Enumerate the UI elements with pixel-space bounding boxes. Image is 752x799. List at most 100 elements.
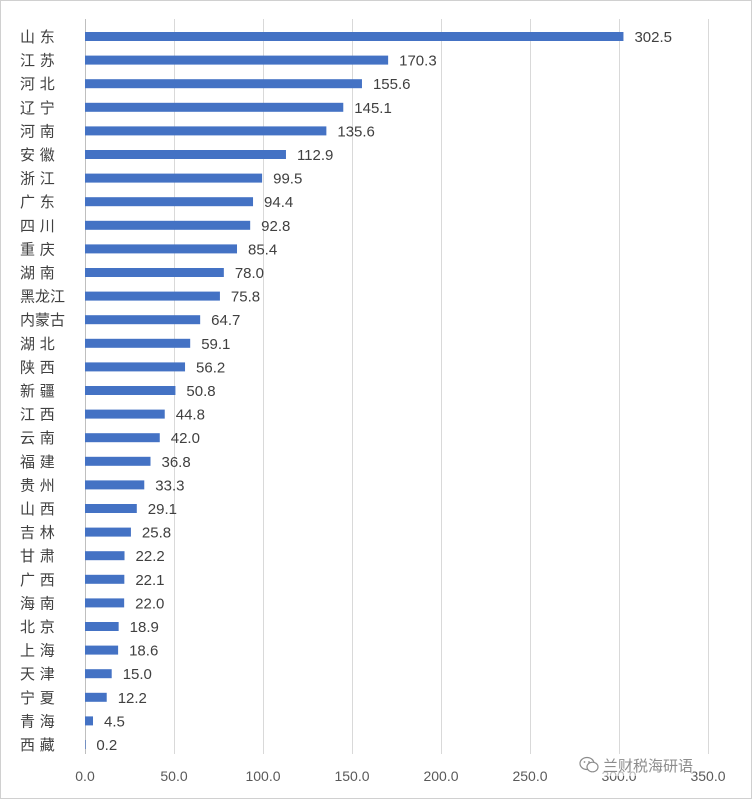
bar [85,574,125,584]
category-label: 内蒙古 [20,311,65,329]
gridlines [85,19,709,754]
data-label: 75.8 [231,289,260,306]
bar [85,622,119,631]
bar [85,102,344,112]
data-label: 56.2 [196,359,225,376]
data-label: 78.0 [235,265,264,282]
data-label: 155.6 [373,76,411,93]
bar [85,268,224,277]
bar [85,480,145,490]
bar [85,669,112,679]
bar [85,150,286,159]
category-label: 陕 西 [20,358,55,376]
data-label: 4.5 [104,713,125,730]
bar [85,244,238,254]
data-label: 36.8 [162,454,191,471]
category-label: 河 南 [20,122,55,140]
category-label: 新 疆 [20,382,55,400]
category-label: 福 建 [20,453,55,471]
bar [85,55,389,65]
bar [85,456,151,466]
category-label: 北 京 [20,618,55,636]
bar [85,386,176,395]
data-label: 50.8 [186,383,215,400]
data-label: 94.4 [264,194,293,211]
data-label: 44.8 [176,407,205,424]
category-label: 山 东 [20,28,55,46]
data-label: 112.9 [297,147,333,164]
x-tick-label: 50.0 [160,768,187,784]
data-label: 85.4 [248,241,277,258]
x-tick-label: 100.0 [245,768,280,784]
bar [85,362,186,372]
category-label: 青 海 [20,712,55,730]
bar [85,504,137,513]
data-label: 15.0 [123,666,152,683]
watermark: 兰财税海研语 [579,754,694,776]
category-label: 贵 州 [20,476,55,494]
category-label: 天 津 [20,665,55,683]
x-tick-label: 150.0 [334,768,369,784]
x-tick-label: 350.0 [690,768,725,784]
data-label: 22.0 [135,595,164,612]
bar [85,551,125,561]
data-label: 25.8 [142,525,171,542]
data-label: 64.7 [211,312,240,329]
x-tick-label: 250.0 [512,768,547,784]
data-label: 99.5 [273,171,302,188]
category-label: 江 苏 [20,52,55,70]
bar [85,126,327,136]
bar [85,197,254,207]
data-label: 92.8 [261,218,290,235]
data-label: 18.9 [130,619,159,636]
data-label: 145.1 [354,100,392,117]
category-label: 浙 江 [20,170,55,188]
bar [85,32,624,41]
category-label: 四 川 [20,217,55,235]
category-label: 上 海 [20,642,55,660]
bar [85,598,125,608]
category-label: 西 藏 [20,736,55,754]
data-label: 302.5 [634,29,672,46]
data-label: 0.2 [96,737,117,754]
bars [85,32,624,749]
bar [85,173,263,183]
category-label: 黑龙江 [20,288,65,306]
x-tick-label: 200.0 [423,768,458,784]
data-label: 22.1 [135,572,164,589]
data-label: 33.3 [155,477,184,494]
bar [85,692,107,702]
category-label: 湖 北 [20,335,55,353]
bar [85,527,131,537]
category-label: 甘 肃 [20,547,55,565]
data-label: 18.6 [129,643,158,660]
category-label: 广 东 [20,193,55,211]
category-label: 山 西 [20,500,55,518]
bar [85,645,119,655]
category-label: 云 南 [20,429,55,447]
bar [85,409,165,419]
category-label: 海 南 [20,594,55,612]
bar [85,79,362,89]
bar [85,220,251,230]
category-label: 宁 夏 [20,689,55,707]
data-label: 135.6 [337,123,375,140]
watermark-text: 兰财税海研语 [603,756,694,775]
bar [85,315,201,325]
data-label: 59.1 [201,336,230,353]
category-label: 重 庆 [20,240,55,258]
data-label: 29.1 [148,501,177,518]
data-label: 12.2 [118,690,147,707]
category-label: 广 西 [20,571,55,589]
bar [85,433,160,443]
category-label: 湖 南 [20,264,55,282]
bar [85,338,191,348]
category-label: 安 徽 [20,146,55,164]
data-label: 42.0 [171,430,200,447]
category-label: 河 北 [20,75,55,93]
data-label: 170.3 [399,53,437,70]
category-label: 江 西 [20,406,55,424]
bar [85,291,220,301]
